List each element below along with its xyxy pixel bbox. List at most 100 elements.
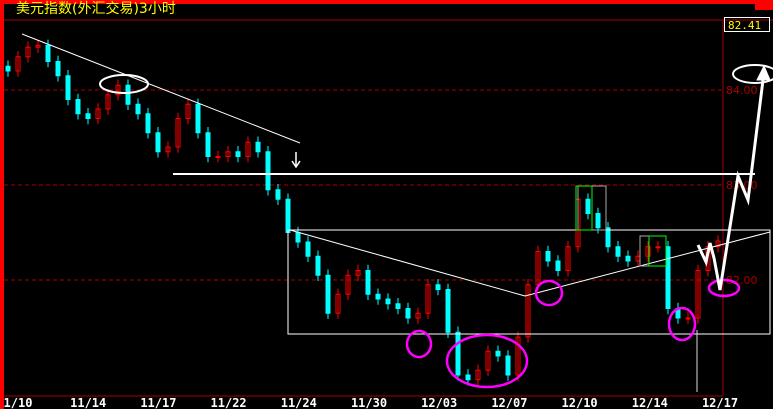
top-border [0,0,773,4]
candle-body [85,113,91,119]
x-tick-label: 12/17 [702,396,738,409]
candle-body [665,246,671,309]
candle-body [415,312,421,319]
candle-body [605,227,611,248]
annotations [21,33,773,392]
candle-body [205,132,211,157]
candle-body [405,308,411,319]
range-box [287,229,771,335]
x-tick-label: 12/10 [562,396,598,409]
candle-body [335,293,341,314]
candle-body [365,270,371,295]
candle-body [475,369,481,381]
candle-body [225,151,231,157]
candle-body [5,65,11,72]
x-tick-label: 11/30 [351,396,387,409]
green-box-12-10 [575,185,593,231]
candle-body [585,198,591,214]
y-tick-label: 82.00 [726,274,758,287]
candle-body [35,44,41,48]
candle-body [295,232,301,243]
candle-body [545,251,551,262]
low-circle-4 [667,306,697,342]
candle-body [45,44,51,62]
candle-body [185,103,191,119]
candle-body [695,270,701,319]
candle-body [435,284,441,290]
box-12-14 [639,235,667,267]
candle-body [255,141,261,153]
top-ellipse [99,74,149,94]
last-price-label: 82.41 [724,17,770,32]
candle-body [625,255,631,262]
green-box-12-14 [648,235,667,267]
corner-button[interactable] [755,0,773,10]
projection-arrowhead [756,64,771,81]
candle-body [305,241,311,257]
candle-body [105,94,111,110]
candle-body [65,75,71,100]
low-circle-1 [405,329,433,359]
candle-body [125,84,131,105]
downtrend-line [21,33,301,144]
low-circle-3 [534,279,564,307]
projection-path [696,71,766,291]
candle-body [75,99,81,115]
candle-body [465,374,471,381]
candle-body [685,317,691,320]
target-low-ellipse [707,278,741,298]
candle-body [485,350,491,371]
x-tick-label: 11/14 [70,396,106,409]
candle-body [245,141,251,157]
x-tick-label: 11/17 [140,396,176,409]
x-tick-label: 11/22 [211,396,247,409]
candle-body [715,240,721,248]
down-arrow [291,152,301,169]
x-tick-label: 12/07 [491,396,527,409]
candle-body [145,113,151,134]
candle-body [235,151,241,157]
x-tick-label: 12/03 [421,396,457,409]
low-circle-2 [445,333,529,389]
candle-body [495,350,501,357]
x-tick-label: 1/10 [4,396,33,409]
candle-body [315,255,321,276]
candle-body [505,355,511,376]
candle-body [565,246,571,271]
candle-body [615,246,621,257]
candle-body [325,274,331,314]
candle-body [515,336,521,376]
neckline-right [524,231,771,297]
candle-body [275,189,281,200]
target-ellipse [732,64,773,84]
candle-body [425,284,431,314]
candle-body [25,46,31,58]
candle-body [195,103,201,134]
candle-body [655,246,661,249]
candle-body [355,270,361,276]
candle-body [555,260,561,271]
candle-body [385,298,391,305]
candle-body [155,132,161,153]
neckline-left [289,229,526,297]
candle-body [265,151,271,191]
candle-body [595,213,601,229]
candle-body [525,284,531,338]
candle-body [455,331,461,376]
candle-body [165,146,171,153]
x-tick-label: 12/14 [632,396,668,409]
candle-body [395,303,401,309]
candle-body [375,293,381,300]
chart-title: 美元指数(外汇交易)3小时 [16,1,176,17]
candle-body [215,156,221,158]
candle-body [115,84,121,96]
candle-body [445,289,451,333]
candle-body [135,103,141,115]
y-tick-label: 84.00 [726,84,758,97]
left-border [0,0,4,409]
x-tick-label: 11/24 [281,396,317,409]
candle-body [15,56,21,72]
candle-body [55,61,61,77]
